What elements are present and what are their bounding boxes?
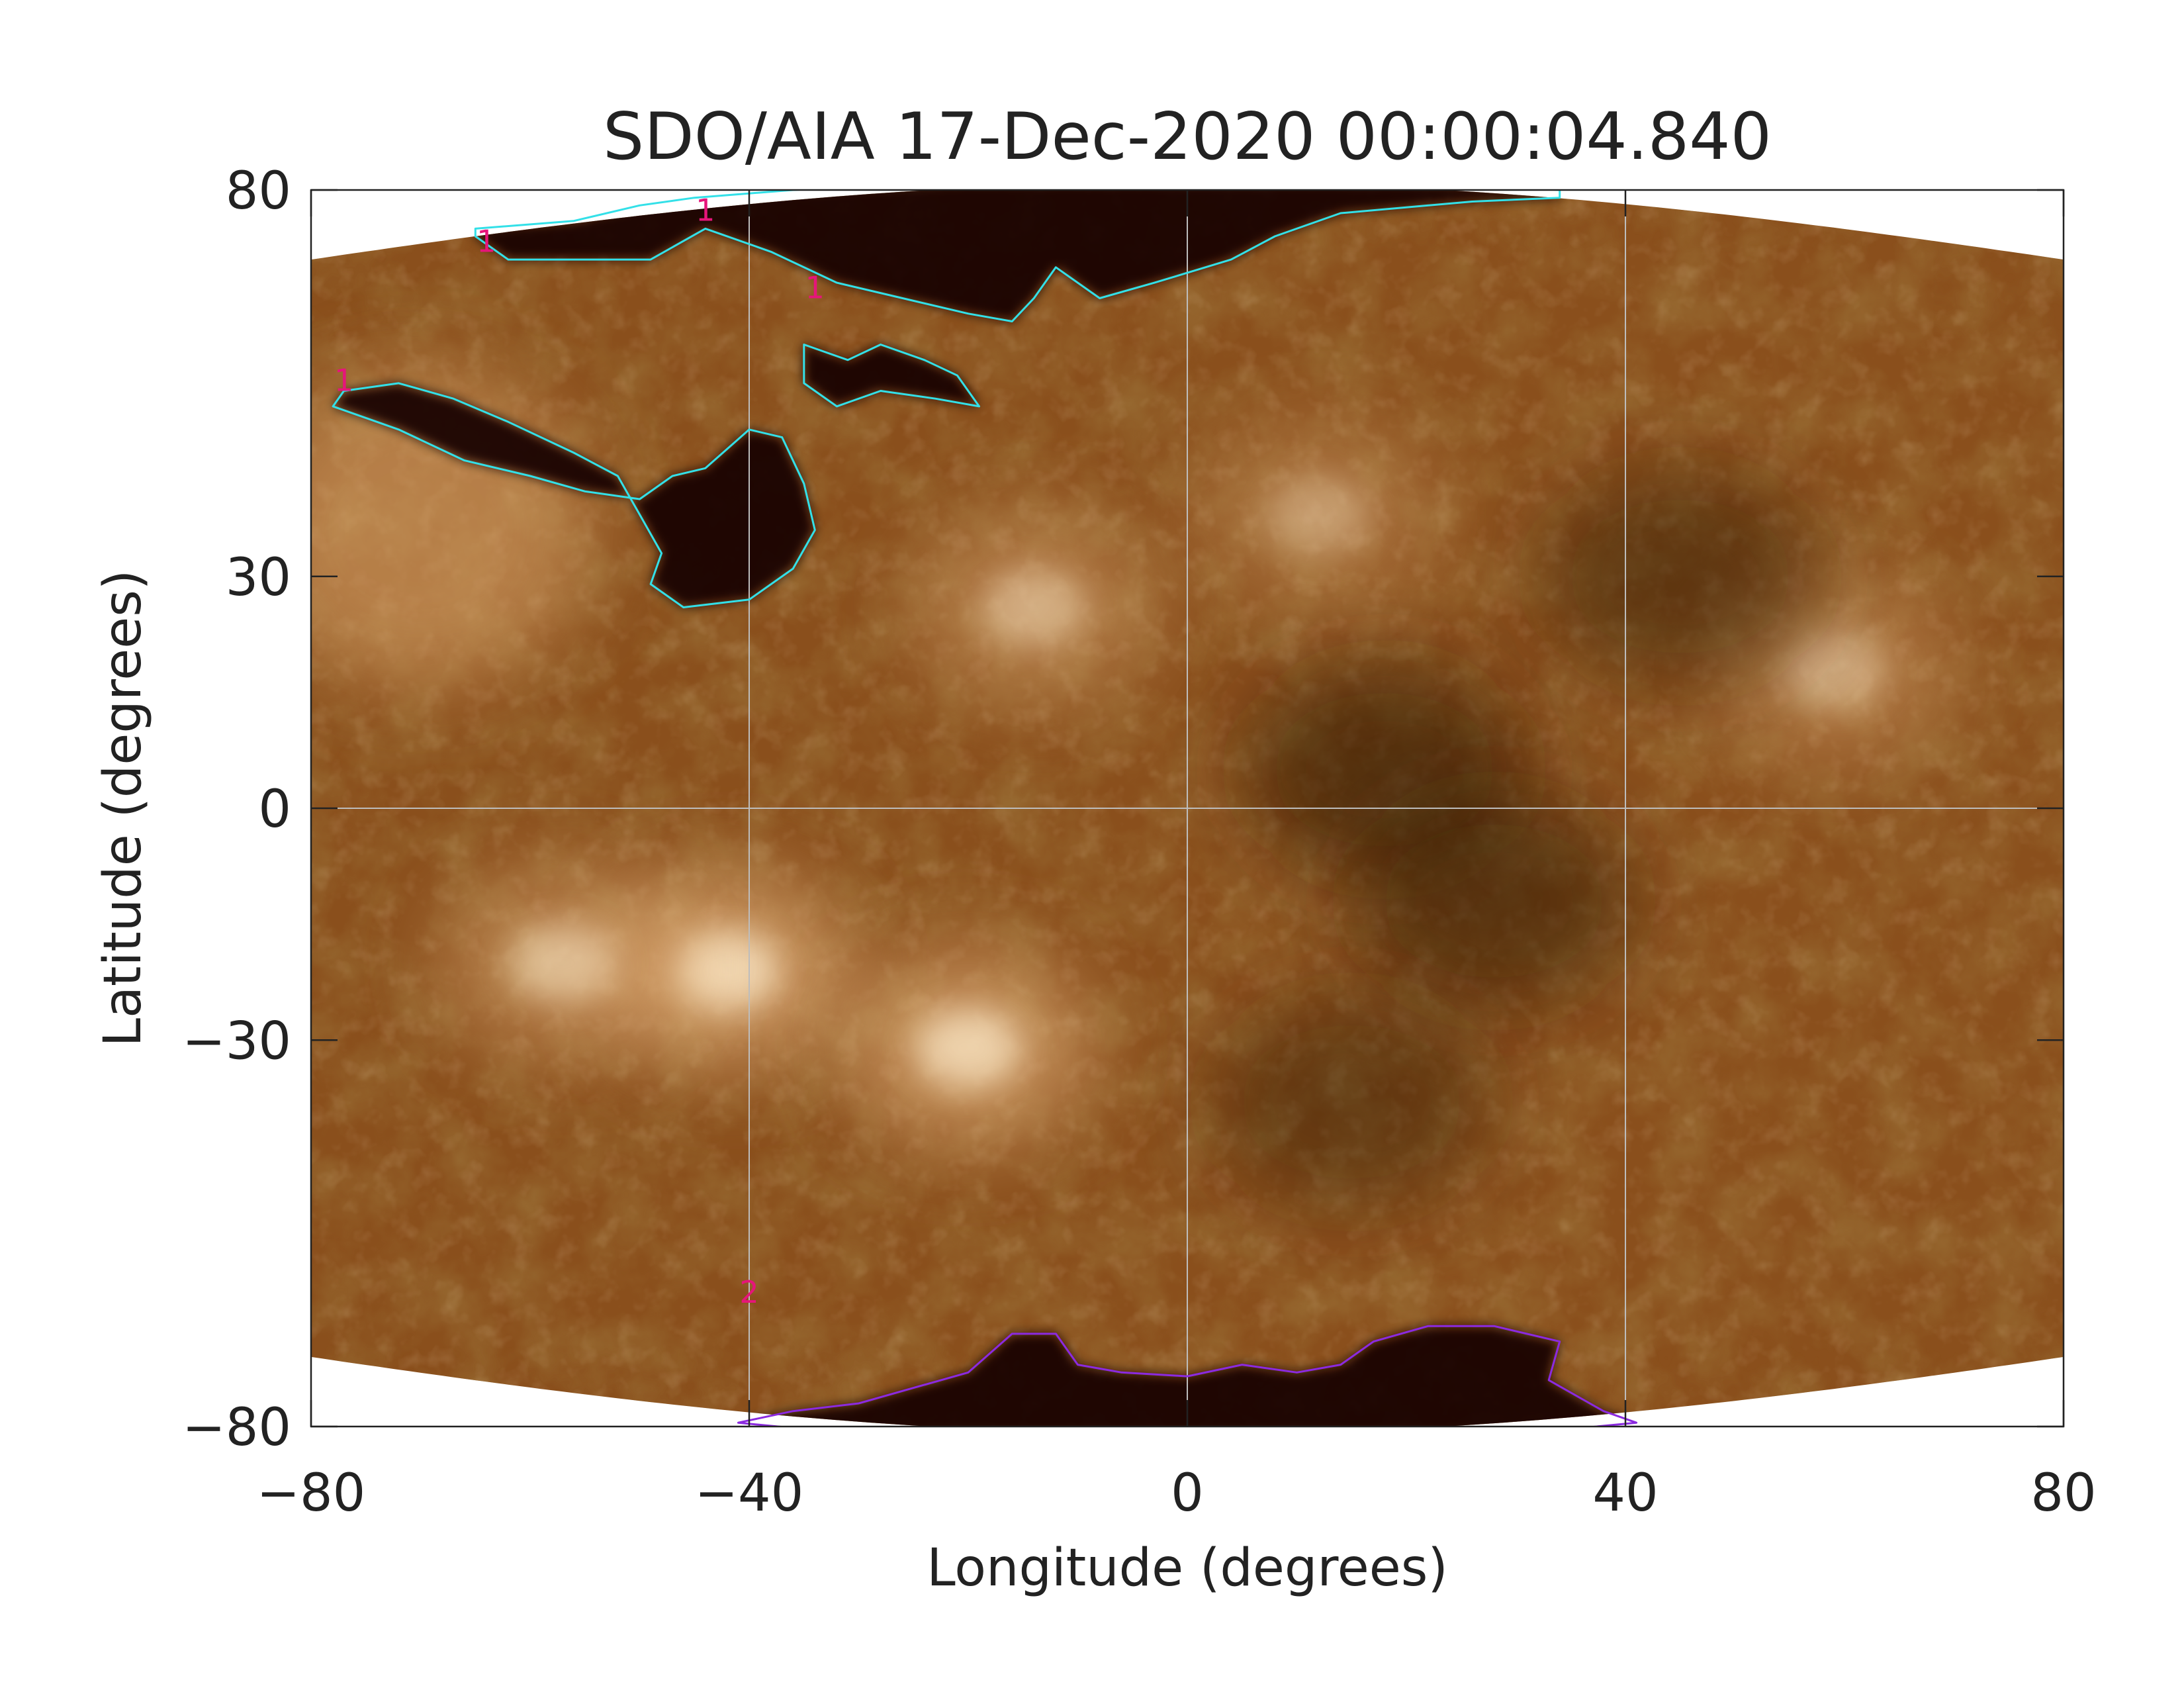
x-tick-label: 40	[1592, 1464, 1658, 1523]
dark-region	[1355, 795, 1633, 1008]
active-region-core	[674, 931, 780, 1011]
y-tick-label: 30	[226, 548, 291, 608]
active-region-core	[510, 923, 616, 1003]
y-tick-label: 80	[226, 162, 291, 221]
coronal-hole-contours	[332, 190, 1638, 1427]
y-tick-label: −30	[182, 1011, 291, 1071]
grid-lines	[311, 190, 2064, 1427]
x-tick-label: 0	[1171, 1464, 1204, 1523]
dark-region	[1212, 996, 1491, 1208]
coronal-hole-label: 2	[739, 1274, 758, 1310]
active-region-core	[1780, 629, 1887, 709]
y-tick-label: 0	[258, 780, 291, 839]
x-tick-label: −40	[695, 1464, 804, 1523]
x-tick-label: −80	[257, 1464, 366, 1523]
plot-area: 1 1 1 1 2	[311, 190, 2064, 1427]
coronal-hole-fill	[333, 383, 815, 608]
coronal-hole-contour	[803, 344, 980, 408]
coronal-hole-contour	[737, 1325, 1638, 1427]
active-region-core	[1265, 475, 1372, 555]
coronal-hole-contour	[332, 382, 816, 608]
active-region-core	[981, 567, 1087, 647]
coronal-hole-label: 1	[696, 193, 715, 228]
dark-region	[1541, 470, 1819, 682]
axis-ticks	[310, 189, 2065, 1428]
y-axis-label: Latitude (degrees)	[93, 570, 153, 1047]
coronal-hole-label: 1	[805, 269, 825, 305]
coronal-hole-contour	[474, 190, 1561, 322]
y-tick-labels: −80 −30 0 30 80	[182, 162, 291, 1458]
x-axis-label: Longitude (degrees)	[927, 1538, 1448, 1598]
x-tick-label: 80	[2030, 1464, 2096, 1523]
active-region-core	[915, 1008, 1021, 1088]
coronal-hole-fill	[475, 190, 1560, 322]
x-tick-labels: −80 −40 0 40 80	[257, 1464, 2097, 1523]
y-tick-label: −80	[182, 1398, 291, 1458]
solar-features	[311, 371, 1960, 1208]
coronal-hole-labels: 1 1 1 1 2	[334, 193, 825, 1310]
coronal-hole-label: 1	[334, 363, 353, 399]
coronal-hole-label: 1	[477, 223, 496, 259]
chart-title: SDO/AIA 17-Dec-2020 00:00:04.840	[603, 99, 1772, 175]
